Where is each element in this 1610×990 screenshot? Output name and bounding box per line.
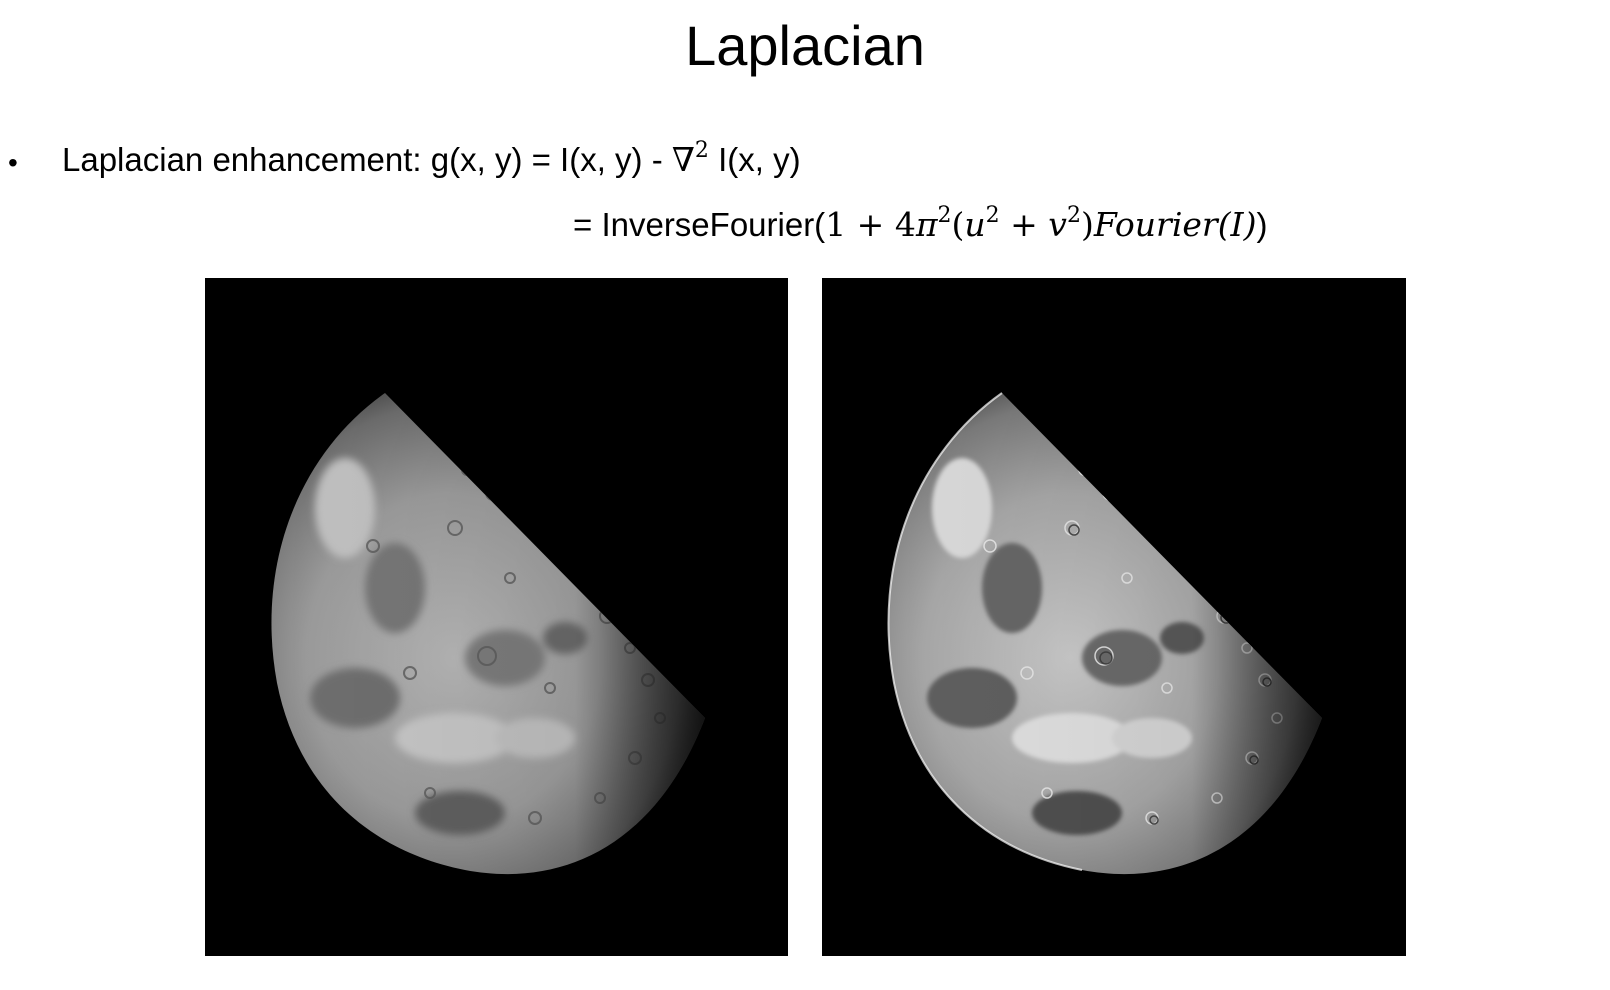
fourier-argument: (I): [1217, 205, 1257, 244]
nabla-symbol: ∇: [671, 140, 695, 179]
formula-line-1: Laplacian enhancement: g(x, y) = I(x, y)…: [62, 138, 801, 182]
enhanced-moon-image: [822, 278, 1406, 956]
formula-2-end: ): [1256, 206, 1268, 243]
formula-1-prefix: Laplacian enhancement: g(x, y) = I(x, y)…: [62, 141, 672, 178]
v-variable: v: [1048, 205, 1067, 244]
nabla-power: 2: [694, 138, 709, 163]
u-power: 2: [985, 203, 1000, 228]
formula-2-open-paren: (: [951, 205, 965, 244]
moon-original-graphic: [205, 278, 788, 956]
formula-2-prefix: = InverseFourier(: [573, 206, 826, 243]
formula-2-plus: +: [999, 205, 1049, 244]
bullet-marker: •: [8, 147, 18, 178]
page-title: Laplacian: [685, 14, 925, 77]
pi-symbol: π: [915, 205, 938, 244]
original-moon-image: [205, 278, 788, 956]
formula-2-one-plus: 1 + 4: [825, 205, 916, 244]
formula-line-2: = InverseFourier(1 + 4π2(u2 + v2)Fourier…: [573, 203, 1267, 247]
u-variable: u: [964, 205, 986, 244]
pi-power: 2: [937, 203, 952, 228]
v-power: 2: [1066, 203, 1081, 228]
moon-enhanced-graphic: [822, 278, 1406, 956]
formula-2-close-paren: ): [1080, 205, 1094, 244]
formula-1-suffix: I(x, y): [708, 141, 801, 178]
fourier-function: Fourier: [1093, 205, 1218, 244]
